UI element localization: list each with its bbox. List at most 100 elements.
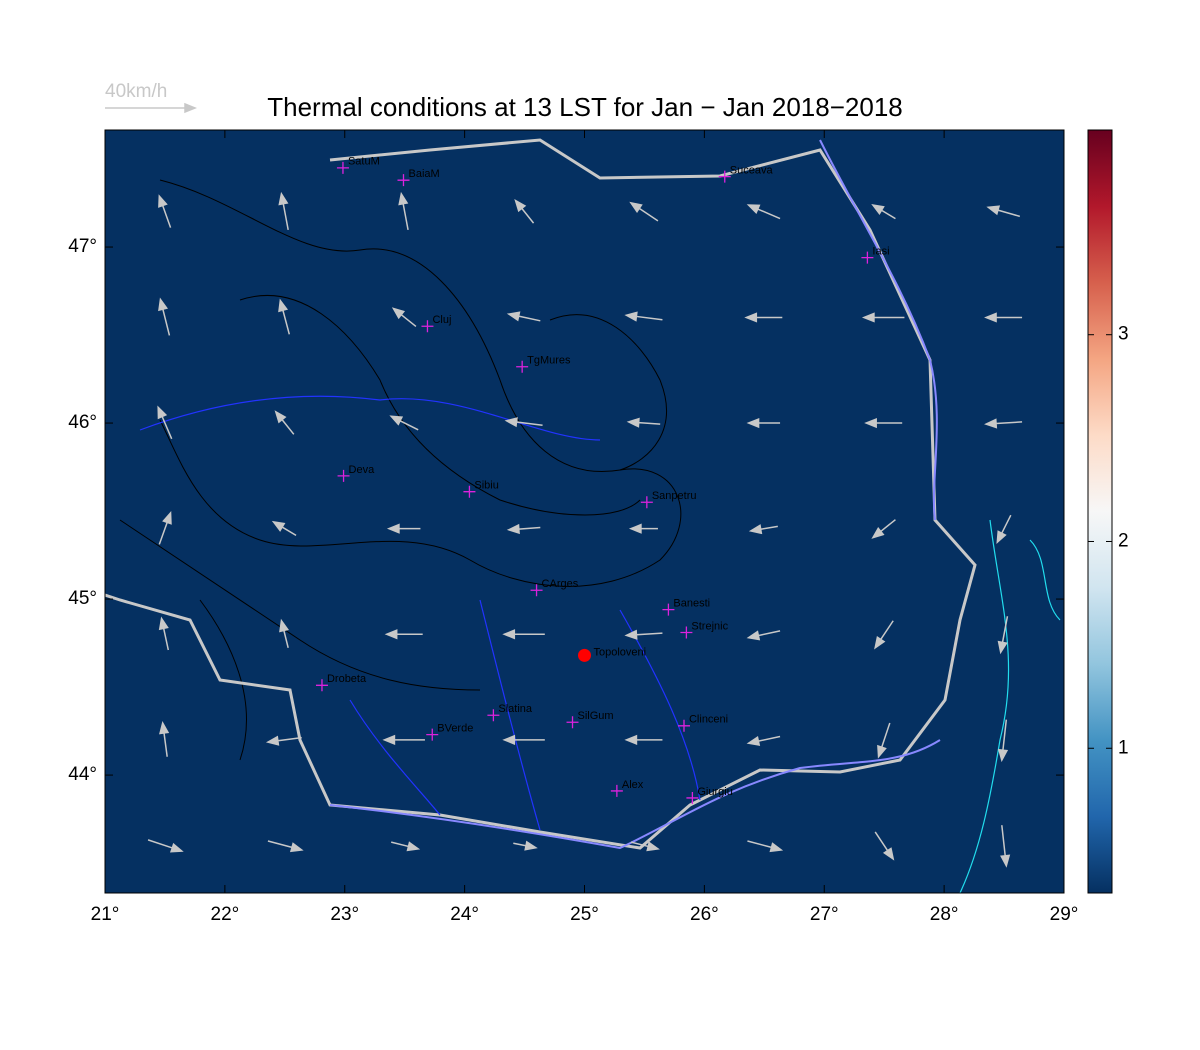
city-marker: [677, 719, 690, 732]
y-tick-label: 46°: [68, 412, 97, 433]
wind-arrow: [158, 297, 171, 336]
wind-arrow: [628, 523, 658, 534]
title: Thermal conditions at 13 LST for Jan − J…: [267, 92, 903, 122]
wind-arrow: [391, 841, 421, 852]
wind-arrow: [502, 629, 545, 640]
wind-arrow: [158, 511, 172, 545]
city-marker: [861, 251, 874, 264]
wind-arrow: [984, 418, 1023, 429]
y-tick-label: 45°: [68, 588, 97, 609]
wind-arrow: [158, 194, 172, 228]
city-marker: [680, 626, 693, 639]
city-label: Drobeta: [327, 673, 367, 685]
wind-arrow: [626, 417, 661, 428]
city-label: Iasi: [872, 246, 889, 258]
city-marker: [463, 485, 476, 498]
city-marker: [662, 603, 675, 616]
wind-reference-arrow: [105, 102, 198, 114]
wind-arrow: [278, 191, 289, 230]
city-label: SatuM: [348, 156, 380, 168]
city-marker: [640, 496, 653, 509]
contour: [159, 179, 682, 587]
station-marker: [578, 648, 591, 662]
contour: [239, 295, 667, 516]
city-label: SilGum: [578, 710, 614, 722]
x-tick-label: 21°: [91, 904, 120, 925]
wind-arrow: [274, 410, 295, 435]
wind-arrow: [861, 312, 905, 323]
city-marker: [566, 716, 579, 729]
wind-arrow: [864, 417, 903, 429]
wind-arrow: [159, 720, 170, 757]
wind-arrow: [629, 201, 659, 222]
wind-arrow: [744, 312, 783, 323]
wind-arrow: [382, 734, 425, 745]
x-tick-label: 29°: [1050, 904, 1079, 925]
wind-arrow: [398, 191, 409, 230]
city-label: Banesti: [673, 598, 710, 610]
wind-arrow: [747, 840, 784, 853]
colorbar-tick-label: 1: [1118, 737, 1129, 758]
coastline: [959, 519, 1061, 893]
y-tick-label: 44°: [68, 764, 97, 785]
wind-arrow: [748, 524, 778, 535]
x-tick-label: 23°: [330, 904, 359, 925]
wind-arrow: [746, 204, 781, 220]
wind-arrow: [386, 523, 421, 534]
station-label: Topoloveni: [594, 646, 647, 658]
wind-arrow: [157, 405, 173, 440]
wind-arrow: [265, 735, 302, 746]
border: [105, 138, 977, 850]
wind-arrow: [147, 839, 184, 853]
colorbar-tick-label: 2: [1118, 530, 1129, 551]
wind-arrow: [624, 311, 663, 322]
wind-arrow: [391, 307, 417, 328]
x-tick-label: 28°: [930, 904, 959, 925]
river: [329, 739, 941, 850]
wind-arrow: [997, 719, 1009, 763]
wind-arrow: [279, 618, 289, 648]
wind-arrow: [513, 840, 538, 851]
wind-arrow: [877, 722, 891, 759]
x-tick-label: 24°: [450, 904, 479, 925]
city-label: Slatina: [498, 703, 533, 715]
city-marker: [426, 728, 439, 741]
wind-arrow: [389, 415, 419, 431]
map-background: [105, 130, 1064, 893]
colorbar: [1087, 129, 1113, 894]
wind-arrow: [986, 205, 1021, 218]
wind-arrow: [624, 629, 663, 640]
city-marker: [610, 784, 623, 797]
wind-arrow: [871, 204, 896, 220]
x-tick-label: 27°: [810, 904, 839, 925]
city-label: Strejnic: [691, 620, 728, 632]
colorbar-tick-label: 3: [1118, 324, 1129, 345]
wind-field: [147, 191, 1023, 868]
city-marker: [516, 360, 529, 373]
wind-arrow: [506, 523, 541, 535]
wind-arrow: [514, 199, 535, 224]
river: [139, 395, 701, 831]
city-label: Deva: [349, 464, 376, 476]
city-label: Suceava: [730, 165, 774, 177]
city-label: Clinceni: [689, 714, 728, 726]
wind-arrow: [874, 620, 894, 650]
wind-arrow: [271, 520, 297, 537]
city-label: Alex: [622, 779, 644, 791]
wind-arrow: [267, 840, 304, 853]
wind-arrow: [874, 831, 895, 861]
x-tick-label: 26°: [690, 904, 719, 925]
city-label: TgMures: [527, 355, 571, 367]
city-marker: [530, 584, 543, 597]
city-label: Giurgiu: [697, 786, 732, 798]
wind-arrow: [504, 417, 543, 428]
contour: [119, 519, 481, 761]
river: [819, 139, 938, 521]
wind-arrow: [384, 629, 423, 640]
city-label: CArges: [542, 578, 579, 590]
wind-arrow: [984, 312, 1023, 323]
wind-arrow: [506, 311, 541, 322]
wind-arrow: [746, 630, 781, 641]
city-marker: [421, 320, 434, 333]
y-tick-label: 47°: [68, 236, 97, 257]
